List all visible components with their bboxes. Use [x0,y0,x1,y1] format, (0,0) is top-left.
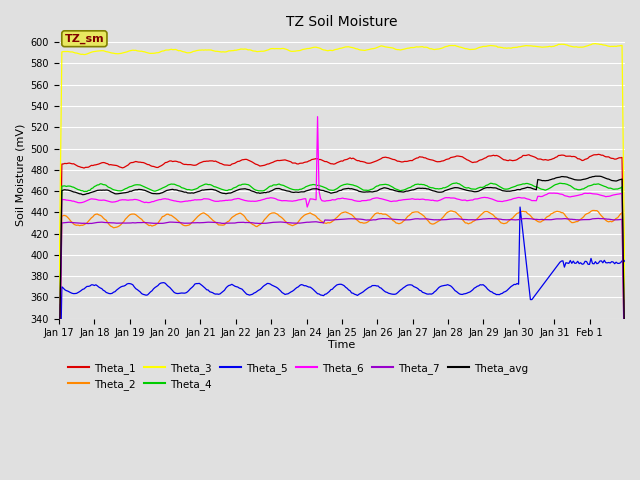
Theta_avg [618,176,626,182]
Theta_avg [55,384,63,390]
Theta_6 [621,384,629,389]
Theta_7 [346,216,354,222]
Theta_2 [621,396,629,401]
Theta_6 [618,191,626,197]
Theta_5 [346,288,354,294]
Theta_5 [459,291,467,297]
X-axis label: Time: Time [328,340,356,350]
Theta_2 [459,216,467,222]
Theta_2 [92,211,100,217]
Theta_5 [74,289,82,295]
Theta_7 [595,216,602,221]
Line: Theta_avg: Theta_avg [59,176,625,387]
Theta_2 [74,222,82,228]
Theta_3 [591,41,599,47]
Theta_6 [348,197,355,203]
Theta_1 [74,164,82,169]
Theta_1 [621,364,629,370]
Title: TZ Soil Moisture: TZ Soil Moisture [286,15,397,29]
Theta_1 [55,368,63,373]
Theta_3 [92,48,100,54]
Theta_7 [92,220,100,226]
Line: Theta_4: Theta_4 [59,183,625,384]
Theta_5 [516,204,524,210]
Theta_avg [459,186,467,192]
Theta_4 [618,184,626,190]
Theta_1 [346,155,354,161]
Theta_6 [460,197,468,203]
Theta_2 [55,400,63,406]
Theta_3 [74,50,82,56]
Line: Theta_5: Theta_5 [59,207,625,443]
Theta_4 [92,183,100,189]
Theta_4 [346,182,354,188]
Line: Theta_1: Theta_1 [59,155,625,371]
Theta_2 [543,214,550,220]
Theta_7 [618,216,626,222]
Text: TZ_sm: TZ_sm [65,34,104,44]
Theta_5 [92,282,100,288]
Theta_2 [618,210,626,216]
Theta_3 [459,45,467,50]
Theta_2 [590,207,598,213]
Theta_avg [543,178,550,183]
Theta_7 [543,217,550,223]
Theta_4 [74,187,82,192]
Theta_5 [55,440,63,446]
Theta_avg [621,372,629,378]
Theta_3 [346,44,354,50]
Theta_7 [621,399,629,405]
Theta_3 [543,44,550,49]
Y-axis label: Soil Moisture (mV): Soil Moisture (mV) [15,124,25,227]
Theta_1 [618,155,626,160]
Theta_3 [55,300,63,306]
Theta_4 [55,381,63,386]
Theta_2 [346,211,354,217]
Theta_3 [618,42,626,48]
Theta_4 [544,186,552,192]
Theta_7 [74,220,82,226]
Line: Theta_2: Theta_2 [59,210,625,403]
Theta_6 [55,389,63,395]
Theta_6 [92,196,100,202]
Theta_6 [314,114,321,120]
Legend: Theta_1, Theta_2, Theta_3, Theta_4, Theta_5, Theta_6, Theta_7, Theta_avg: Theta_1, Theta_2, Theta_3, Theta_4, Thet… [64,359,532,394]
Theta_1 [92,162,100,168]
Theta_1 [595,152,602,157]
Theta_6 [544,191,552,196]
Theta_5 [621,258,629,264]
Theta_5 [544,275,552,281]
Theta_5 [618,258,626,264]
Theta_7 [55,403,63,408]
Theta_3 [621,296,629,302]
Theta_avg [74,191,82,196]
Theta_6 [74,200,82,205]
Line: Theta_7: Theta_7 [59,218,625,406]
Theta_1 [459,154,467,160]
Line: Theta_3: Theta_3 [59,44,625,303]
Theta_7 [459,216,467,222]
Theta_4 [452,180,460,186]
Theta_4 [460,184,468,190]
Theta_avg [346,186,354,192]
Theta_1 [543,157,550,163]
Theta_avg [92,188,100,194]
Theta_avg [593,173,601,179]
Theta_4 [621,381,629,386]
Line: Theta_6: Theta_6 [59,117,625,392]
